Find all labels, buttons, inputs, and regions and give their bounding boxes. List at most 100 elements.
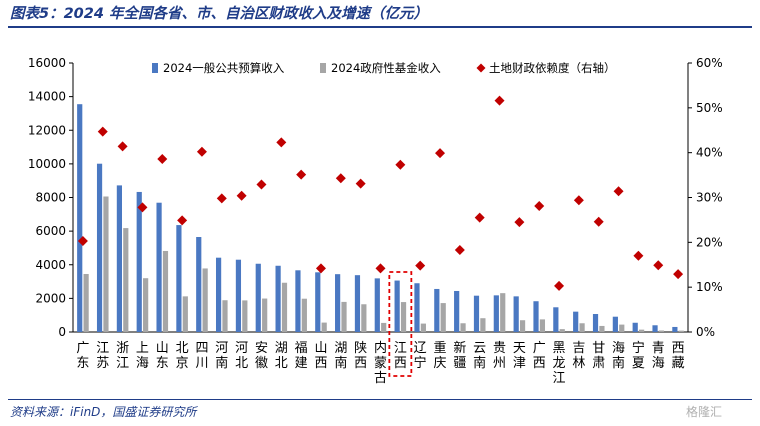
category-label-char: 蒙 — [374, 356, 387, 371]
category-label-char: 江 — [116, 356, 129, 371]
fund-revenue-bar — [519, 320, 526, 332]
footer-divider — [8, 399, 752, 400]
category-label-char: 山 — [156, 341, 169, 356]
budget-revenue-bar — [493, 295, 499, 332]
right-tick-label: 0% — [696, 325, 715, 339]
fund-revenue-bar — [202, 268, 208, 332]
category-label-char: 西 — [394, 356, 407, 371]
land-dependency-marker — [613, 186, 624, 197]
category-label-char: 海 — [612, 341, 625, 356]
legend-swatch — [476, 63, 486, 73]
land-dependency-marker — [593, 216, 604, 227]
left-tick-label: 8000 — [35, 191, 66, 205]
budget-revenue-bar — [136, 191, 142, 332]
fund-revenue-bar — [123, 228, 129, 332]
fund-revenue-bar — [539, 319, 546, 332]
land-dependency-marker — [573, 195, 584, 206]
budget-revenue-bar — [652, 325, 658, 332]
category-label-char: 北 — [275, 356, 288, 371]
category-label-char: 江 — [96, 341, 109, 356]
category-label-char: 广 — [533, 341, 546, 356]
land-dependency-marker — [395, 159, 406, 170]
land-dependency-marker — [117, 141, 128, 152]
category-label-char: 庆 — [434, 356, 447, 371]
budget-revenue-bar — [473, 295, 480, 332]
axes-layer: 0 2000 4000 6000 8000 10000 12000 14000 16000 0% 1… — [28, 56, 723, 339]
fund-revenue-bar — [480, 318, 486, 332]
category-label-char: 江 — [394, 341, 407, 356]
fund-revenue-bar — [361, 304, 367, 332]
bars-layer — [77, 104, 684, 332]
category-label-char: 安 — [255, 341, 268, 356]
source-note: 资料来源：iFinD，国盛证券研究所 — [10, 405, 197, 419]
left-tick-label: 0 — [58, 325, 66, 339]
category-label-char: 内 — [374, 340, 387, 356]
category-label-char: 甘 — [592, 341, 605, 356]
category-label-char: 津 — [513, 356, 526, 371]
budget-revenue-bar — [612, 316, 618, 332]
category-label-char: 南 — [215, 355, 228, 371]
fund-revenue-bar — [262, 298, 268, 332]
markers-layer — [77, 95, 684, 291]
land-dependency-marker — [77, 235, 88, 246]
category-labels-layer: 广东江苏浙江上海山东北京四川河南河北安徽湖北福建山西湖南陕西内蒙古江西辽宁重庆新… — [76, 271, 685, 386]
fund-revenue-bar — [440, 303, 446, 332]
fund-revenue-bar — [83, 273, 89, 332]
budget-revenue-bar — [196, 237, 202, 332]
fund-revenue-bar — [619, 324, 625, 332]
category-label-char: 北 — [235, 356, 248, 371]
fund-revenue-bar — [301, 298, 307, 332]
fund-revenue-bar — [222, 300, 228, 332]
fund-revenue-bar — [162, 250, 169, 332]
category-label-char: 贵 — [493, 341, 506, 356]
land-dependency-marker — [315, 263, 326, 274]
category-label-char: 黑 — [553, 341, 566, 356]
legend-label: 2024政府性基金收入 — [331, 61, 441, 75]
budget-revenue-bar — [156, 202, 162, 332]
fund-revenue-bar — [321, 322, 327, 332]
left-tick-label: 14000 — [28, 90, 66, 104]
fund-revenue-bar — [400, 302, 407, 332]
fund-revenue-bar — [420, 323, 426, 332]
budget-revenue-bar — [573, 311, 579, 332]
fund-revenue-bar — [579, 323, 585, 332]
land-dependency-marker — [375, 263, 386, 274]
legend-label: 土地财政依赖度（右轴） — [489, 61, 616, 75]
category-label-char: 天 — [513, 341, 526, 356]
category-label-char: 北 — [176, 341, 189, 356]
left-tick-label: 4000 — [35, 258, 66, 272]
land-dependency-marker — [494, 95, 505, 106]
budget-revenue-bar — [632, 322, 638, 332]
land-dependency-marker — [355, 178, 366, 189]
chart-area: 0 2000 4000 6000 8000 10000 12000 14000 16000 0% 1… — [28, 56, 723, 386]
land-dependency-marker — [157, 153, 168, 164]
land-dependency-marker — [435, 148, 446, 159]
fund-revenue-bar — [281, 282, 288, 332]
category-label-char: 东 — [156, 356, 169, 371]
land-dependency-marker — [474, 212, 485, 223]
fund-revenue-bar — [559, 329, 565, 332]
legend: 2024一般公共预算收入 2024政府性基金收入 土地财政依赖度（右轴） — [152, 61, 616, 75]
right-tick-label: 50% — [696, 101, 723, 115]
category-label-char: 西 — [672, 341, 685, 356]
budget-revenue-bar — [335, 274, 341, 332]
land-dependency-marker — [673, 269, 684, 280]
left-tick-label: 12000 — [28, 123, 66, 137]
land-dependency-marker — [276, 137, 287, 148]
category-label-char: 徽 — [255, 356, 268, 371]
category-label-char: 川 — [195, 356, 208, 371]
category-label-char: 上 — [136, 341, 149, 356]
land-dependency-marker — [633, 250, 644, 261]
category-label-char: 云 — [473, 341, 486, 356]
category-label-char: 广 — [76, 341, 89, 356]
legend-swatch — [320, 63, 326, 73]
fund-revenue-bar — [341, 301, 347, 332]
category-label-char: 新 — [453, 340, 466, 356]
category-label-char: 湖 — [334, 341, 347, 356]
right-tick-label: 30% — [696, 191, 723, 205]
category-label-char: 重 — [434, 340, 447, 356]
budget-revenue-bar — [275, 265, 281, 332]
category-label-char: 宁 — [632, 340, 645, 356]
category-label-char: 山 — [314, 341, 327, 356]
land-dependency-marker — [653, 260, 664, 271]
